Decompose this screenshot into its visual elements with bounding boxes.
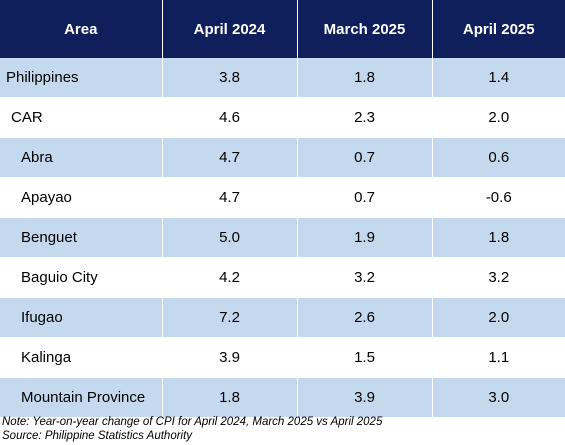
footnote-note: Note: Year-on-year change of CPI for Apr…	[2, 416, 383, 428]
area-cell: Benguet	[0, 217, 163, 258]
area-cell: Ifugao	[0, 297, 163, 338]
value-cell-april-2025: 1.1	[432, 337, 565, 378]
footnote-source: Source: Philippine Statistics Authority	[2, 430, 193, 442]
value-cell-march-2025: 2.6	[297, 297, 433, 338]
value-cell-april-2025: 2.0	[432, 297, 565, 338]
column-header-april-2024: April 2024	[162, 0, 298, 58]
table-row: Apayao 4.7 0.7 -0.6	[0, 177, 565, 218]
area-cell: CAR	[0, 97, 163, 138]
value-cell-april-2024: 4.2	[162, 257, 298, 298]
value-cell-april-2025: 3.2	[432, 257, 565, 298]
value-cell-april-2024: 3.8	[162, 58, 298, 98]
column-header-area: Area	[0, 0, 163, 58]
value-cell-april-2025: 1.4	[432, 58, 565, 98]
area-cell: Apayao	[0, 177, 163, 218]
area-cell: Philippines	[0, 58, 163, 98]
footnotes: Note: Year-on-year change of CPI for Apr…	[2, 415, 382, 443]
value-cell-march-2025: 3.2	[297, 257, 433, 298]
header-row: Area April 2024 March 2025 April 2025	[0, 0, 565, 58]
table-row: Abra 4.7 0.7 0.6	[0, 137, 565, 178]
value-cell-april-2024: 4.6	[162, 97, 298, 138]
value-cell-april-2024: 5.0	[162, 217, 298, 258]
value-cell-april-2024: 1.8	[162, 377, 298, 418]
value-cell-march-2025: 1.9	[297, 217, 433, 258]
value-cell-april-2025: -0.6	[432, 177, 565, 218]
table-row: CAR 4.6 2.3 2.0	[0, 97, 565, 138]
area-cell: Kalinga	[0, 337, 163, 378]
value-cell-march-2025: 3.9	[297, 377, 433, 418]
table-row: Ifugao 7.2 2.6 2.0	[0, 297, 565, 338]
area-cell: Mountain Province	[0, 377, 163, 418]
value-cell-april-2024: 4.7	[162, 137, 298, 178]
column-header-april-2025: April 2025	[432, 0, 565, 58]
table-row: Mountain Province 1.8 3.9 3.0	[0, 377, 565, 418]
value-cell-march-2025: 1.8	[297, 58, 433, 98]
value-cell-march-2025: 0.7	[297, 177, 433, 218]
table-header: Area April 2024 March 2025 April 2025	[0, 0, 565, 58]
table-row: Philippines 3.8 1.8 1.4	[0, 58, 565, 98]
value-cell-april-2025: 2.0	[432, 97, 565, 138]
value-cell-april-2025: 0.6	[432, 137, 565, 178]
value-cell-march-2025: 2.3	[297, 97, 433, 138]
table-row: Baguio City 4.2 3.2 3.2	[0, 257, 565, 298]
value-cell-april-2024: 4.7	[162, 177, 298, 218]
column-header-march-2025: March 2025	[297, 0, 433, 58]
value-cell-april-2025: 1.8	[432, 217, 565, 258]
cpi-inflation-table: Area April 2024 March 2025 April 2025 Ph…	[0, 0, 565, 418]
value-cell-april-2024: 3.9	[162, 337, 298, 378]
area-cell: Baguio City	[0, 257, 163, 298]
value-cell-march-2025: 0.7	[297, 137, 433, 178]
value-cell-april-2024: 7.2	[162, 297, 298, 338]
table-row: Benguet 5.0 1.9 1.8	[0, 217, 565, 258]
value-cell-march-2025: 1.5	[297, 337, 433, 378]
value-cell-april-2025: 3.0	[432, 377, 565, 418]
table-row: Kalinga 3.9 1.5 1.1	[0, 337, 565, 378]
area-cell: Abra	[0, 137, 163, 178]
table-body: Philippines 3.8 1.8 1.4 CAR 4.6 2.3 2.0 Abra 4.7 0…	[0, 58, 565, 418]
